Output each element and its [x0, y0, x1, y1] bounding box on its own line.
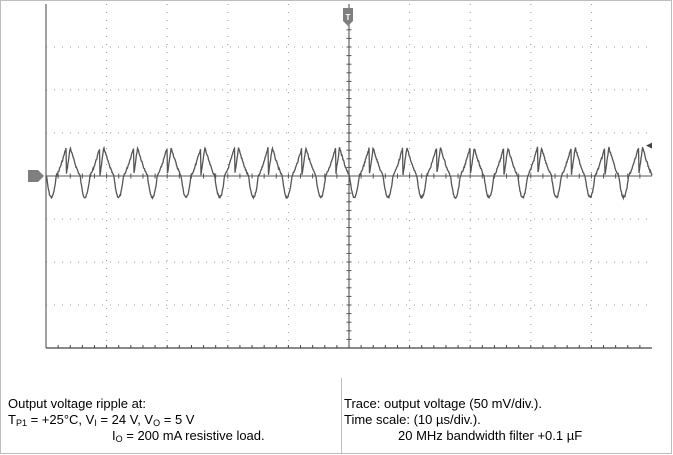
caption-left-line3: IO = 200 mA resistive load.: [112, 428, 265, 444]
caption-right-line2: Time scale: (10 µs/div.).: [344, 412, 481, 427]
caption-right-line3: 20 MHz bandwidth filter +0.1 µF: [398, 428, 583, 443]
caption-divider: [341, 378, 342, 454]
channel-ground-marker: [28, 170, 44, 182]
caption-left-line1: Output voltage ripple at:: [8, 396, 147, 411]
markers: [28, 8, 652, 182]
trigger-position-marker: [343, 8, 353, 26]
caption-right-line1: Trace: output voltage (50 mV/div.).: [344, 396, 542, 411]
output-voltage-trace: [45, 145, 653, 201]
trigger-level-marker: [646, 142, 652, 149]
oscilloscope-screen: T: [28, 4, 653, 349]
caption-left-line2: TP1 = +25°C, VI = 24 V, VO = 5 V: [8, 412, 195, 428]
screen-border: [45, 4, 652, 349]
trigger-marker-label: T: [346, 13, 351, 22]
